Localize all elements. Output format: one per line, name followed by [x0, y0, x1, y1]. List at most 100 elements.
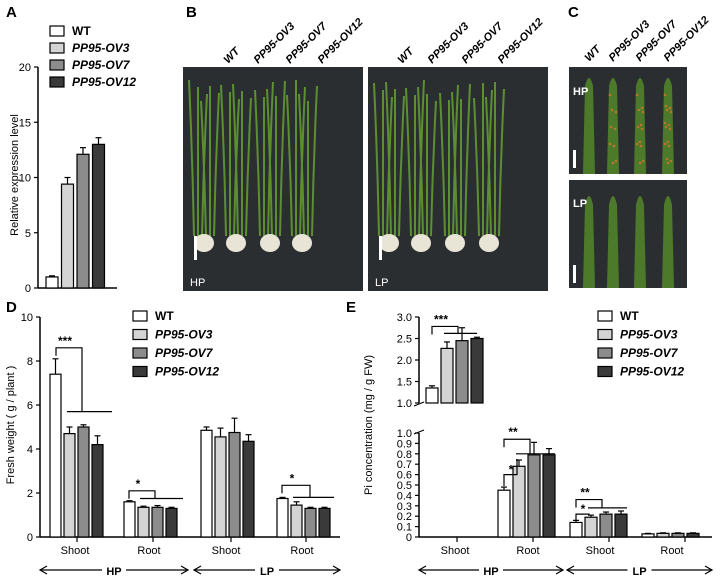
leaf-spot	[614, 159, 618, 163]
leaf-spot	[612, 144, 616, 148]
rice-leaf	[213, 92, 220, 237]
rice-leaf	[254, 89, 261, 237]
rice-leaf	[485, 96, 492, 237]
chart-e-axis-break	[413, 429, 425, 435]
chart-d-bar	[214, 436, 227, 538]
chart-e-sig-bracket	[431, 325, 459, 335]
chart-e-ytick-label: 0.7	[397, 459, 412, 471]
chart-d-group-arrowhead	[332, 565, 342, 575]
chart-e-sig-label: ***	[434, 312, 448, 326]
chart-e-ytick-label: 2.0	[397, 355, 412, 367]
chart-d-category-label: Root	[137, 545, 160, 557]
chart-e-sig-label: *	[581, 502, 586, 516]
chart-e-bar	[497, 489, 511, 538]
chart-d-legend-swatch	[132, 365, 148, 378]
rice-leaf	[220, 84, 227, 237]
chart-d-ytick-label: 2	[27, 488, 33, 500]
chart-e-sig-bracket	[575, 513, 590, 522]
chart-a-ytick-label: 15	[19, 117, 31, 129]
chart-d-ytick-label: 10	[21, 312, 33, 324]
rice-leaf	[311, 85, 318, 237]
chart-e-ytick-label: 1.0	[397, 398, 412, 410]
leaf-spot	[641, 159, 645, 163]
leaf-spot	[611, 161, 615, 165]
photo-c-hp-label: HP	[573, 86, 588, 98]
chart-d-group-label: LP	[260, 566, 274, 578]
scale-bar	[194, 236, 197, 260]
photo-b-label-wt: WT	[222, 45, 243, 66]
chart-e-bar	[542, 454, 556, 538]
chart-d-sig-bracket	[128, 490, 156, 499]
photo-b-label-ov12-lp: PP95-OV12	[496, 16, 546, 66]
leaf-spot	[668, 127, 672, 131]
leaf-spot	[663, 93, 667, 97]
chart-d-bar	[276, 497, 289, 538]
chart-a-legend-label: PP95-OV7	[72, 58, 131, 72]
chart-e-sig-label: **	[580, 486, 590, 500]
leaf-spot	[609, 125, 613, 129]
rice-leaf	[286, 94, 293, 237]
rice-leaf	[464, 83, 471, 237]
rice-leaf	[298, 93, 305, 237]
chart-e: Pi concentration (mg / g FW) 1.0 1.5 2.0 2.…	[363, 309, 714, 578]
leaf-spot	[663, 121, 667, 125]
leaf-spot	[610, 108, 614, 112]
chart-e-group-arrowhead	[417, 565, 427, 575]
chart-d-group-label-bg	[102, 563, 126, 577]
leaf-spot	[608, 142, 612, 146]
leaf-spot	[613, 127, 617, 131]
chart-a-legend-label: PP95-OV3	[72, 41, 130, 55]
leaf-spot	[640, 127, 644, 131]
chart-d-bar	[228, 431, 241, 538]
chart-d-bar	[123, 501, 136, 538]
rice-root	[292, 234, 312, 252]
chart-e-ytick-label: 0.8	[397, 449, 412, 461]
chart-e-axis-break	[413, 401, 425, 407]
leaf-spot	[614, 110, 618, 114]
chart-d-legend-label: WT	[155, 309, 174, 323]
photo-c-label-wt: WT	[583, 43, 604, 64]
chart-e-group-label-bg	[479, 563, 503, 577]
rice-root	[411, 234, 431, 252]
leaf-spot	[667, 123, 671, 127]
chart-a-ytick-label: 0	[25, 283, 31, 295]
leaf-lp	[607, 196, 619, 288]
rice-root	[194, 234, 214, 252]
chart-a-legend-label: WT	[72, 24, 91, 38]
chart-e-legend-label: PP95-OV7	[620, 346, 679, 360]
rice-leaf	[245, 97, 252, 237]
leaf-spot	[639, 144, 643, 148]
leaf-hp	[662, 78, 674, 174]
photo-b-lp-label: LP	[375, 277, 388, 289]
rice-leaf	[279, 80, 286, 237]
chart-d-bar	[77, 426, 90, 538]
chart-d-bar	[290, 504, 303, 538]
chart-e-legend-label: PP95-OV12	[620, 365, 684, 379]
leaf-lp	[662, 196, 674, 288]
scale-bar	[573, 150, 576, 168]
chart-d-bar	[318, 507, 331, 538]
leaf-spot	[669, 110, 673, 114]
chart-e-legend-swatch	[597, 365, 613, 378]
chart-e-sig-bracket	[575, 498, 603, 508]
chart-e-sig-bracket	[503, 459, 518, 487]
leaf-spot	[641, 110, 645, 114]
chart-e-ytick-label: 0.3	[397, 501, 412, 513]
rice-leaf	[385, 81, 392, 237]
chart-a-ylabel: Relative expression level	[9, 114, 21, 236]
chart-d-ytick-label: 4	[27, 444, 33, 456]
panel-letter-d: D	[6, 299, 17, 316]
chart-e-bar	[641, 533, 655, 538]
chart-e-group-arrowhead	[555, 565, 565, 575]
chart-d-legend-swatch	[132, 328, 148, 341]
chart-d-bar	[304, 507, 317, 538]
chart-e-group-label-bg	[627, 563, 652, 577]
chart-d-sig-label: *	[290, 471, 295, 485]
photo-c-lp-label: LP	[573, 198, 587, 210]
chart-e-bar	[425, 387, 439, 404]
chart-d-legend-label: PP95-OV7	[155, 346, 214, 360]
chart-e-legend-label: WT	[620, 309, 639, 323]
chart-d-legend-label: PP95-OV12	[155, 365, 219, 379]
rice-leaf	[451, 91, 458, 237]
